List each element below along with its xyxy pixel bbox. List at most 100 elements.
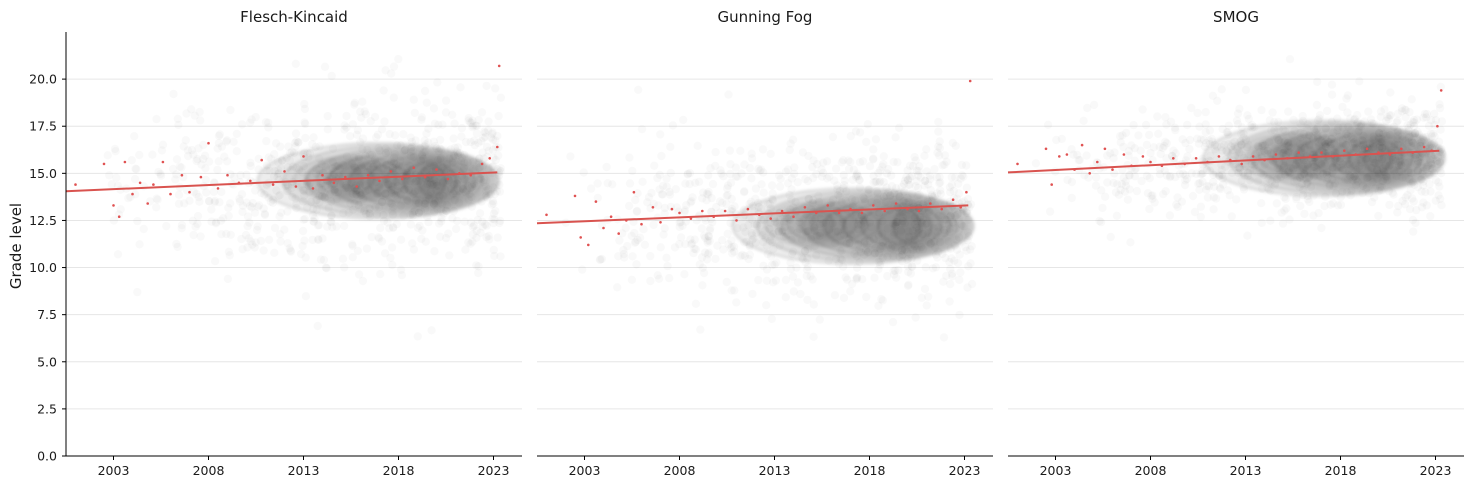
scatter-point	[321, 63, 329, 71]
scatter-point	[351, 99, 359, 107]
scatter-point	[698, 281, 706, 289]
scatter-point	[661, 209, 669, 217]
mean-point	[712, 215, 715, 218]
scatter-point	[205, 197, 213, 205]
scatter-point	[292, 129, 300, 137]
scatter-point	[1124, 196, 1132, 204]
scatter-point	[613, 283, 621, 291]
mean-points	[1016, 89, 1443, 186]
mean-point	[701, 209, 704, 213]
scatter-point	[1124, 152, 1132, 160]
scatter-point	[380, 117, 388, 125]
mean-point	[1422, 145, 1426, 149]
scatter-point	[869, 154, 877, 162]
scatter-point	[1143, 172, 1151, 180]
scatter-point	[328, 223, 336, 231]
scatter-point	[227, 231, 235, 239]
scatter-point	[1103, 151, 1111, 159]
scatter-point	[1160, 142, 1168, 150]
scatter-point	[291, 139, 299, 147]
scatter-point	[789, 272, 797, 280]
scatter-point	[681, 240, 689, 248]
mean-point	[294, 185, 298, 188]
trend-line-segment	[1007, 149, 1440, 174]
scatter-point	[246, 159, 254, 167]
scatter-point	[633, 207, 641, 215]
scatter-point	[375, 234, 383, 242]
scatter-point	[262, 118, 270, 126]
scatter-point	[1183, 121, 1191, 129]
scatter-point	[782, 293, 790, 301]
scatter-point	[272, 139, 280, 147]
scatter-point	[1178, 198, 1186, 206]
scatter-point	[215, 139, 223, 147]
trend-line	[536, 204, 969, 225]
mean-point	[1286, 157, 1289, 160]
mean-point	[758, 213, 761, 217]
scatter-point	[308, 140, 316, 148]
scatter-point	[632, 260, 640, 268]
scatter-point	[786, 258, 794, 266]
mean-point	[1065, 153, 1069, 156]
mean-point	[138, 181, 142, 185]
scatter-point	[1145, 131, 1153, 139]
scatter-point	[488, 215, 496, 223]
mean-point	[1251, 155, 1255, 158]
scatter-point	[436, 233, 444, 241]
mean-point	[940, 207, 943, 211]
scatter-point	[342, 123, 350, 131]
scatter-point	[663, 262, 671, 270]
mean-point	[594, 200, 598, 203]
y-tick-label: 0.0	[37, 449, 57, 464]
scatter-point	[133, 288, 141, 296]
scatter-point	[444, 229, 452, 237]
scatter-point	[243, 222, 251, 230]
scatter-point	[1197, 135, 1205, 143]
scatter-point	[1314, 209, 1322, 217]
scatter-point	[890, 158, 898, 166]
scatter-point	[650, 162, 658, 170]
scatter-point	[1195, 186, 1203, 194]
scatter-point	[889, 318, 897, 326]
scatter-point	[859, 157, 867, 165]
scatter-point	[1115, 191, 1123, 199]
scatter-point	[846, 158, 854, 166]
mean-point	[102, 162, 106, 166]
scatter-point	[456, 83, 464, 91]
density-contour	[1364, 142, 1392, 175]
scatter-point	[1218, 85, 1226, 93]
scatter-point	[784, 179, 792, 187]
scatter-point	[666, 143, 674, 151]
mean-point	[161, 160, 165, 164]
scatter-point	[448, 111, 456, 119]
mean-point	[587, 243, 590, 247]
scatter-point	[941, 254, 949, 262]
mean-point	[1111, 168, 1114, 171]
scatter-point	[578, 265, 586, 273]
scatter-point	[1408, 95, 1416, 103]
scatter-point	[1143, 141, 1151, 149]
scatter-point	[212, 218, 220, 226]
scatter-point	[880, 152, 888, 160]
scatter-point	[748, 290, 756, 298]
scatter-point	[417, 116, 425, 124]
scatter-point	[754, 276, 762, 284]
mean-point	[1096, 160, 1099, 164]
scatter-point	[727, 179, 735, 187]
scatter-point	[789, 136, 797, 144]
mean-point	[1217, 155, 1221, 158]
scatter-point	[770, 260, 778, 268]
mean-point	[226, 173, 229, 177]
mean-point	[1122, 153, 1126, 156]
mean-point	[1016, 162, 1019, 166]
scatter-point	[848, 280, 856, 288]
scatter-point	[628, 276, 636, 284]
scatter-point	[114, 250, 122, 258]
scatter-point	[1204, 193, 1212, 201]
scatter-point	[1162, 120, 1170, 128]
y-tick-label: 12.5	[29, 213, 57, 228]
scatter-point	[177, 163, 185, 171]
mean-point	[1183, 162, 1186, 166]
scatter-point	[453, 217, 461, 225]
x-tick-label: 2023	[949, 463, 981, 478]
